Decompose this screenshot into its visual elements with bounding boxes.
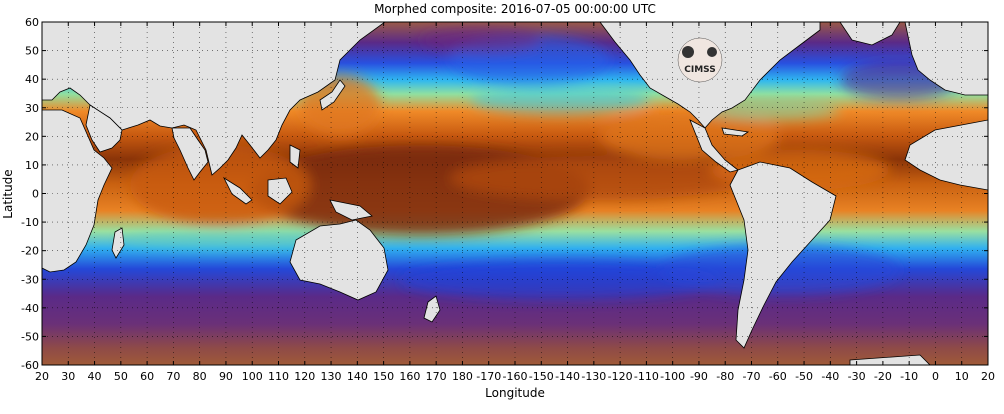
x-tick-label: -90	[690, 370, 708, 383]
x-tick-label: -140	[555, 370, 580, 383]
x-tick-label: 130	[321, 370, 342, 383]
land-europe	[904, 22, 988, 96]
y-tick-label: 40	[25, 73, 39, 86]
x-tick-label: -60	[769, 370, 787, 383]
x-tick-label: 140	[347, 370, 368, 383]
land-india	[171, 127, 209, 181]
x-tick-label: 180	[452, 370, 473, 383]
x-tick-label: -130	[581, 370, 606, 383]
land-antarctica	[849, 354, 931, 365]
moisture-field: CIMSS	[42, 22, 988, 365]
x-tick-label: 80	[193, 370, 207, 383]
x-tick-label: -80	[716, 370, 734, 383]
land-greenland	[839, 22, 901, 46]
land-south-america	[729, 161, 837, 349]
y-tick-label: -20	[21, 245, 39, 258]
x-tick-label: -170	[476, 370, 501, 383]
x-tick-label: -160	[503, 370, 528, 383]
x-tick-label: 10	[955, 370, 969, 383]
x-tick-label: 90	[219, 370, 233, 383]
y-tick-label: 30	[25, 102, 39, 115]
x-tick-label: -70	[743, 370, 761, 383]
x-tick-label: 100	[242, 370, 263, 383]
y-tick-label: -60	[21, 359, 39, 372]
x-tick-labels: 20 30 40 50 60 70 80 90 100 110 120 130 140 150 160 170…	[35, 370, 995, 383]
y-tick-labels: 60 50 40 30 20 10 0 -10 -20 -30 -40 -50 -60	[21, 16, 39, 372]
land-sumatra	[223, 176, 253, 205]
y-tick-label: 60	[25, 16, 39, 29]
x-tick-label: 20	[981, 370, 995, 383]
grid-lines	[42, 22, 988, 365]
y-tick-label: 50	[25, 45, 39, 58]
y-tick-label: 0	[32, 188, 39, 201]
map-title: Morphed composite: 2016-07-05 00:00:00 U…	[374, 2, 656, 16]
land-africa	[42, 109, 113, 273]
axis-ticks	[41, 21, 989, 366]
land-arabia	[85, 104, 123, 153]
x-tick-label: 160	[399, 370, 420, 383]
cimss-logo: CIMSS	[677, 37, 723, 83]
land-australia	[289, 219, 389, 301]
x-tick-label: -10	[900, 370, 918, 383]
x-tick-label: -100	[660, 370, 685, 383]
x-tick-label: -150	[529, 370, 554, 383]
x-tick-label: 60	[140, 370, 154, 383]
x-tick-label: 40	[88, 370, 102, 383]
land-japan	[319, 79, 346, 111]
land-philippines	[289, 144, 301, 169]
land-eurasia	[42, 22, 386, 176]
x-tick-label: 20	[35, 370, 49, 383]
x-tick-label: -110	[634, 370, 659, 383]
x-tick-label: 0	[932, 370, 939, 383]
y-tick-label: -30	[21, 273, 39, 286]
x-tick-label: -50	[795, 370, 813, 383]
x-tick-label: 110	[268, 370, 289, 383]
land-newguinea	[329, 199, 373, 221]
y-axis-label: Latitude	[1, 169, 15, 219]
x-tick-label: 170	[426, 370, 447, 383]
x-tick-label: 150	[373, 370, 394, 383]
y-tick-label: 20	[25, 130, 39, 143]
land-madagascar	[111, 227, 125, 259]
y-tick-label: -10	[21, 216, 39, 229]
x-tick-label: -20	[874, 370, 892, 383]
land-cuba	[721, 127, 750, 137]
x-tick-label: 120	[294, 370, 315, 383]
x-tick-label: 50	[114, 370, 128, 383]
x-tick-label: -120	[608, 370, 633, 383]
x-tick-label: 70	[166, 370, 180, 383]
y-tick-label: 10	[25, 159, 39, 172]
x-tick-label: -40	[821, 370, 839, 383]
land-africa-west	[904, 119, 988, 191]
x-tick-label: -30	[848, 370, 866, 383]
y-tick-label: -50	[21, 330, 39, 343]
y-tick-label: -40	[21, 302, 39, 315]
logo-text: CIMSS	[684, 65, 715, 75]
x-tick-label: 30	[61, 370, 75, 383]
x-axis-label: Longitude	[485, 386, 545, 400]
